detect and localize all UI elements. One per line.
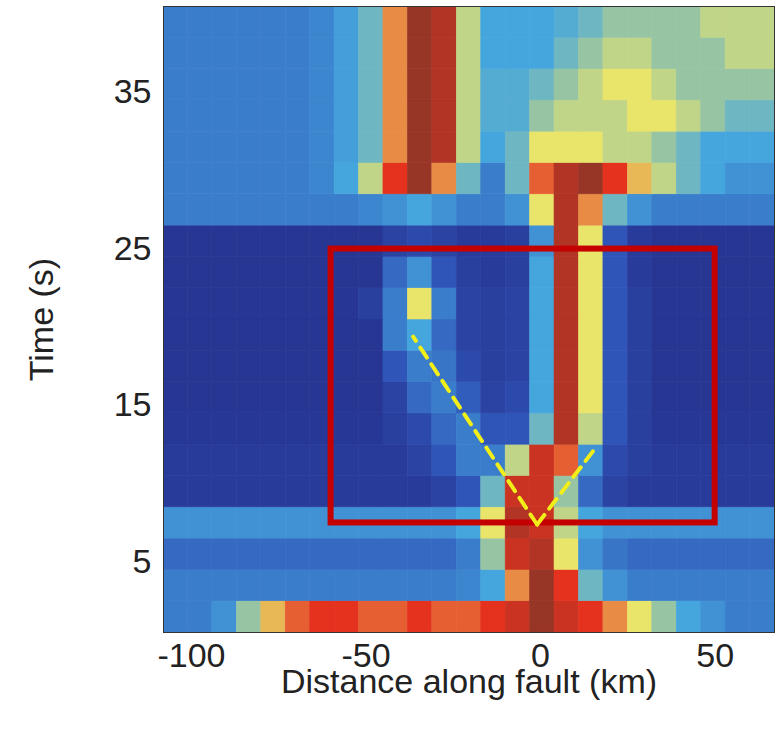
- svg-text:Distance along fault (km): Distance along fault (km): [281, 662, 657, 700]
- svg-text:0: 0: [531, 635, 550, 674]
- svg-text:5: 5: [133, 542, 152, 580]
- svg-text:-50: -50: [341, 635, 391, 674]
- svg-text:25: 25: [114, 229, 152, 267]
- svg-text:15: 15: [114, 385, 152, 423]
- svg-text:35: 35: [114, 72, 152, 110]
- svg-text:50: 50: [696, 636, 734, 674]
- svg-text:-100: -100: [157, 636, 225, 674]
- svg-text:Time (s): Time (s): [22, 258, 60, 381]
